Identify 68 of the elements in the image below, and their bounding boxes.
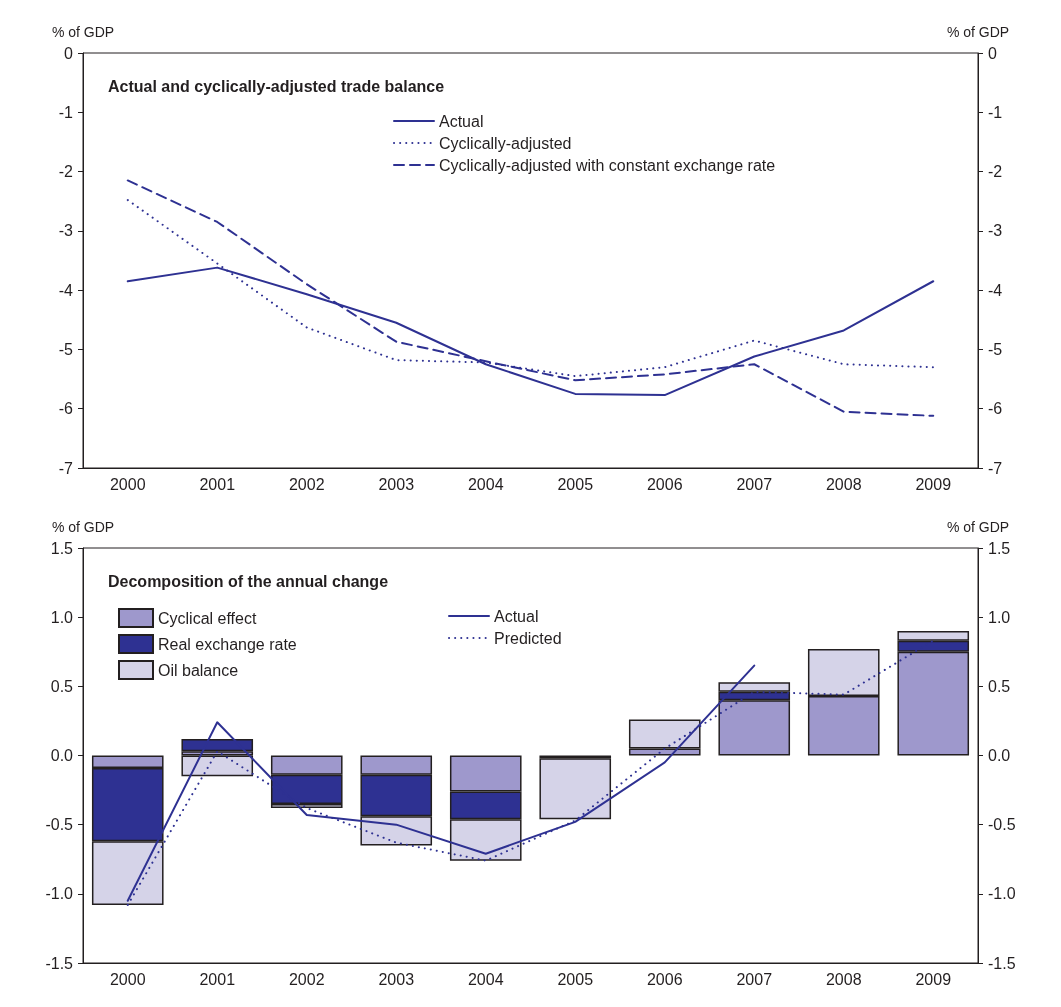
y-tick-label: -5 <box>58 340 74 358</box>
x-tick-label: 2002 <box>288 475 325 493</box>
x-tick-label: 2001 <box>199 970 236 988</box>
y2-tick-label: -4 <box>988 281 1003 299</box>
legend-label: Cyclically-adjusted <box>439 134 572 152</box>
y-tick-label: -3 <box>58 222 74 240</box>
y2-tick-label: -2 <box>988 163 1003 181</box>
y2-tick-label: -3 <box>988 222 1003 240</box>
y2-tick-label: 1.5 <box>988 539 1011 557</box>
y-tick-label: 0.5 <box>50 677 74 695</box>
legend-label: Actual <box>494 607 539 625</box>
y-tick-label: -6 <box>58 400 74 418</box>
legend-label: Predicted <box>494 629 562 647</box>
y-tick-label: -1 <box>58 103 74 121</box>
y-tick-label: -1.5 <box>45 954 74 972</box>
x-tick-label: 2007 <box>736 970 773 988</box>
y-tick-label: -1.0 <box>45 885 74 903</box>
y2-tick-label: -1 <box>988 103 1003 121</box>
x-tick-label: 2009 <box>915 475 952 493</box>
x-tick-label: 2003 <box>378 970 415 988</box>
y2-tick-label: -5 <box>988 340 1003 358</box>
y2-tick-label: 1.0 <box>988 608 1011 626</box>
y-axis-title: % of GDP <box>51 519 115 535</box>
x-tick-label: 2000 <box>109 475 146 493</box>
text: Decomposition of the annual change <box>108 572 389 590</box>
y2-tick-label: 0 <box>988 44 997 62</box>
legend-label: Real exchange rate <box>158 635 297 653</box>
y-tick-label: 1.5 <box>50 539 74 557</box>
y2-tick-label: -6 <box>988 400 1003 418</box>
y-tick-label: -7 <box>58 459 74 477</box>
y-tick-label: -2 <box>58 163 74 181</box>
bar <box>181 755 254 777</box>
x-tick-label: 2004 <box>467 475 504 493</box>
legend-label: Actual <box>439 112 484 130</box>
x-tick-label: 2009 <box>915 970 952 988</box>
y-tick-label: 0 <box>64 44 74 62</box>
text: Actual and cyclically-adjusted trade balance <box>108 77 445 95</box>
y-tick-label: 0.0 <box>50 747 74 764</box>
y2-tick-label: -7 <box>988 459 1003 477</box>
y2-tick-label: 0.5 <box>988 677 1011 695</box>
x-tick-label: 2006 <box>646 475 683 493</box>
x-tick-label: 2005 <box>557 475 594 493</box>
x-tick-label: 2001 <box>199 475 236 493</box>
x-tick-label: 2006 <box>646 970 683 988</box>
y2-axis-title: % of GDP <box>946 519 1010 535</box>
x-tick-label: 2008 <box>825 475 862 493</box>
bar <box>539 758 612 820</box>
y2-tick-label: 0.0 <box>988 747 1011 764</box>
legend-label: Cyclically-adjusted with constant exchange rate <box>439 156 776 174</box>
legend-label: Cyclical effect <box>158 609 257 627</box>
x-tick-label: 2004 <box>467 970 504 988</box>
y-axis-title: % of GDP <box>51 24 115 40</box>
legend-label: Oil balance <box>158 661 239 679</box>
y2-tick-label: -1.0 <box>988 885 1016 903</box>
bar <box>181 738 254 752</box>
x-tick-label: 2008 <box>825 970 862 988</box>
y2-axis-title: % of GDP <box>946 24 1010 40</box>
x-tick-label: 2002 <box>288 970 325 988</box>
y2-tick-label: -1.5 <box>988 954 1016 972</box>
y2-tick-label: -0.5 <box>988 816 1016 834</box>
line-series <box>126 179 935 417</box>
y-tick-label: 1.0 <box>50 608 74 626</box>
x-tick-label: 2003 <box>378 475 415 493</box>
y-tick-label: -4 <box>58 281 74 299</box>
x-tick-label: 2000 <box>109 970 146 988</box>
x-tick-label: 2007 <box>736 475 773 493</box>
y-tick-label: -0.5 <box>45 816 74 834</box>
x-tick-label: 2005 <box>557 970 594 988</box>
